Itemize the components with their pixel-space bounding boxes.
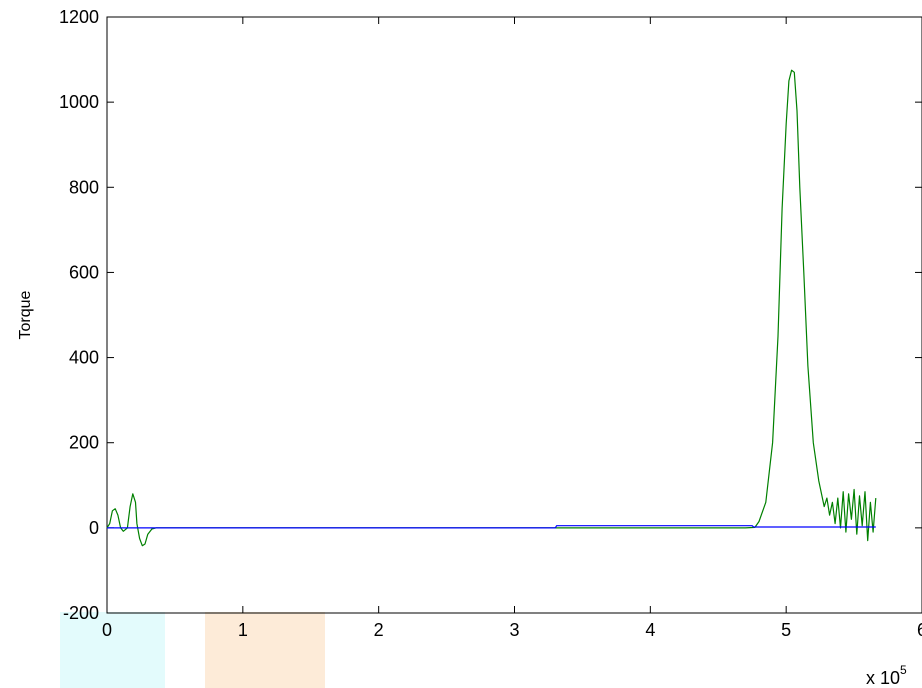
plot-area-frame	[106, 16, 922, 614]
y-tick-label: 200	[69, 433, 99, 453]
watermark-orange-band	[205, 612, 325, 688]
y-tick-label: 600	[69, 262, 99, 282]
x-tick-label: 0	[102, 620, 112, 640]
y-tick-label: 1200	[59, 7, 99, 27]
y-axis-label: Torque	[17, 290, 34, 339]
y-tick-label: 400	[69, 348, 99, 368]
watermark-cyan-band	[60, 612, 165, 688]
series-line-0	[106, 69, 877, 547]
x-tick-label: 6	[917, 620, 922, 640]
series-layer	[106, 69, 877, 547]
y-tick-label: 800	[69, 177, 99, 197]
series-line-1	[107, 525, 876, 529]
x-tick-label: 5	[781, 620, 791, 640]
x-tick-labels: 0 1 2 3 4 5 6	[102, 620, 922, 640]
x-tick-label: 1	[238, 620, 248, 640]
y-tick-label: 0	[89, 518, 99, 538]
x-multiplier-base: x 10	[866, 668, 900, 688]
x-tick-label: 4	[645, 620, 655, 640]
x-multiplier-exponent: 5	[900, 663, 907, 677]
x-tick-label: 2	[374, 620, 384, 640]
x-multiplier-label: x 105	[866, 663, 907, 688]
axis-ticks	[106, 16, 922, 614]
y-tick-label: -200	[63, 603, 99, 623]
y-tick-label: 1000	[59, 92, 99, 112]
x-tick-label: 3	[509, 620, 519, 640]
y-tick-labels: -200 0 200 400 600 800 1000 1200	[59, 7, 99, 623]
